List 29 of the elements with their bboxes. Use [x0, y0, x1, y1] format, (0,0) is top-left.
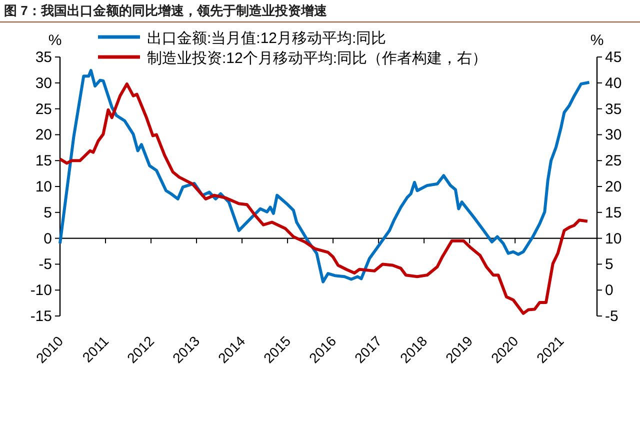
y2-tick-label: 45: [605, 49, 622, 66]
y-tick-label: 25: [35, 100, 52, 118]
y-tick-label: 5: [44, 204, 52, 222]
y-axis-title: %: [48, 32, 62, 49]
legend-label: 制造业投资:12个月移动平均:同比（作者构建，右）: [147, 50, 488, 67]
legend-label: 出口金额:当月值:12月移动平均:同比: [147, 30, 386, 47]
y-tick-label: 10: [35, 178, 52, 196]
y2-tick-label: 35: [605, 100, 622, 118]
y-tick-label: -5: [38, 256, 52, 274]
y-tick-label: -15: [30, 308, 52, 325]
line-series: [58, 82, 589, 315]
y-tick-label: 30: [35, 74, 52, 92]
y-tick-label: 15: [35, 152, 52, 170]
y2-tick-label: 10: [605, 230, 622, 248]
y2-tick-label: 20: [605, 178, 622, 196]
y2-tick-label: 25: [605, 152, 622, 170]
y2-tick-label: -5: [605, 308, 618, 325]
y2-tick-label: 40: [605, 74, 622, 92]
y2-tick-label: 5: [605, 256, 614, 274]
line-series: [58, 68, 591, 284]
y-tick-label: 0: [44, 230, 52, 248]
y2-tick-label: 15: [605, 204, 622, 222]
y-tick-label: 20: [35, 126, 52, 144]
y-tick-label: 35: [35, 49, 52, 66]
y2-axis-title: %: [590, 32, 604, 49]
y-tick-label: -10: [30, 282, 52, 300]
y2-tick-label: 30: [605, 126, 622, 144]
chart-title: 图 7：我国出口金额的同比增速，领先于制造业投资增速: [4, 3, 328, 18]
y2-tick-label: 0: [605, 282, 614, 300]
